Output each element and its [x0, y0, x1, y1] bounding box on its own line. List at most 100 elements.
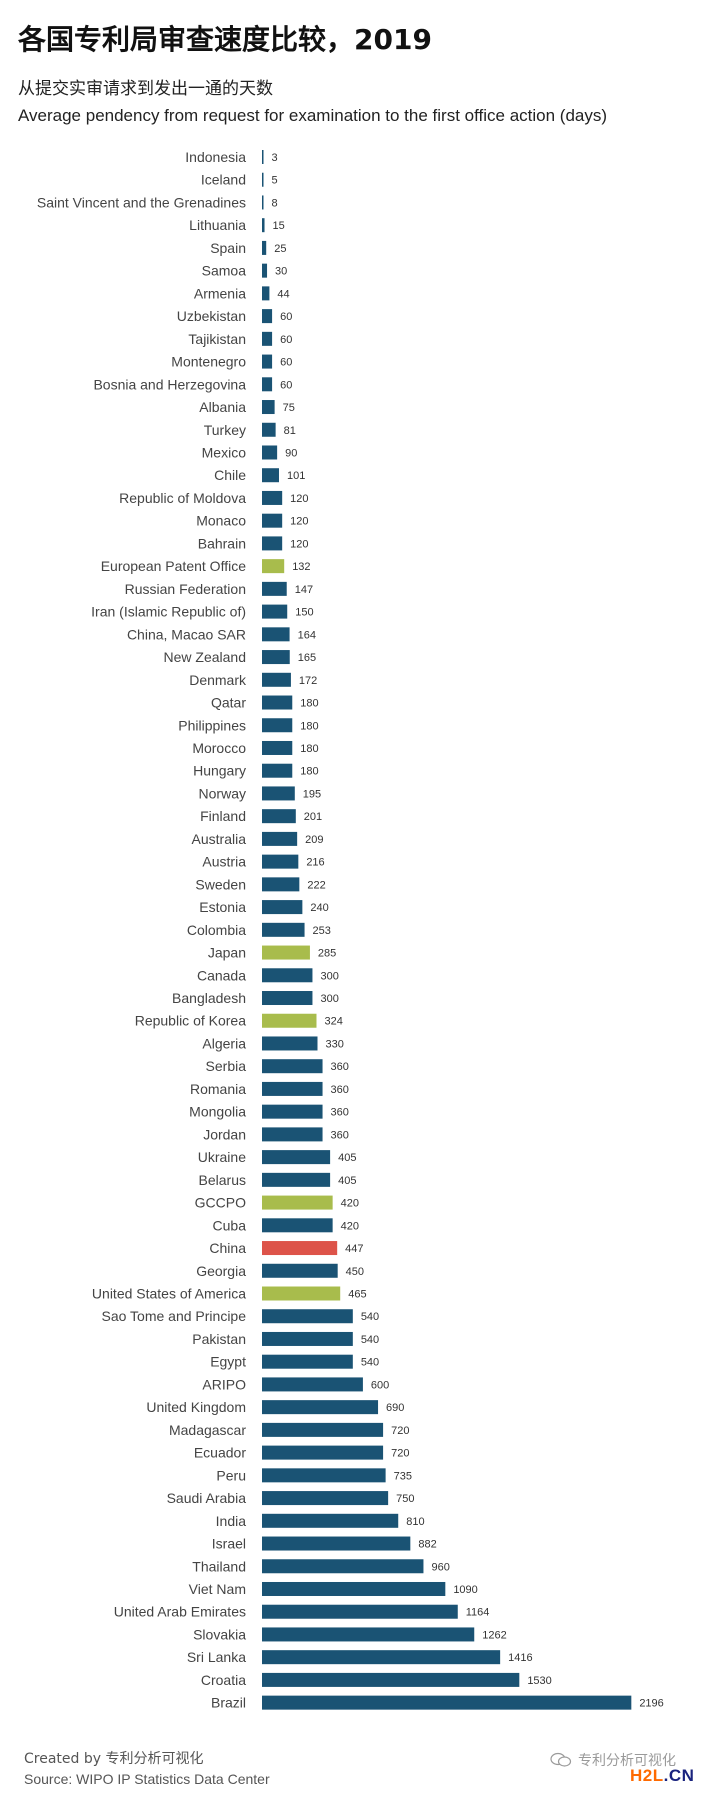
- bar-philippines: [262, 718, 293, 733]
- value-label-chile: 101: [287, 470, 305, 482]
- value-label-saint-vincent-and-the-grenadines: 8: [272, 197, 278, 209]
- category-label-spain: Spain: [210, 240, 246, 256]
- bar-saint-vincent-and-the-grenadines: [262, 195, 264, 210]
- category-label-peru: Peru: [216, 1467, 246, 1483]
- value-label-sri-lanka: 1416: [508, 1652, 532, 1664]
- category-label-new-zealand: New Zealand: [164, 649, 247, 665]
- category-label-united-states-of-america: United States of America: [92, 1286, 246, 1302]
- bar-morocco: [262, 740, 293, 755]
- bar-china-macao-sar: [262, 627, 290, 642]
- value-label-israel: 882: [418, 1539, 436, 1551]
- category-label-sweden: Sweden: [195, 876, 246, 892]
- bar-iran-islamic-republic-of: [262, 604, 288, 619]
- category-label-egypt: Egypt: [210, 1354, 246, 1370]
- bar-cuba: [262, 1218, 333, 1233]
- chart-subtitle-en: Average pendency from request for examin…: [18, 106, 608, 125]
- category-label-bangladesh: Bangladesh: [172, 990, 246, 1006]
- bar-jordan: [262, 1127, 323, 1142]
- value-label-republic-of-moldova: 120: [290, 493, 308, 505]
- category-label-serbia: Serbia: [206, 1058, 247, 1074]
- bar-india: [262, 1513, 399, 1528]
- category-label-thailand: Thailand: [192, 1558, 246, 1574]
- value-label-finland: 201: [304, 811, 322, 823]
- value-label-india: 810: [406, 1516, 424, 1528]
- value-label-turkey: 81: [284, 425, 296, 437]
- value-label-albania: 75: [283, 402, 295, 414]
- brand-suffix: .CN: [663, 1766, 695, 1785]
- value-label-denmark: 172: [299, 675, 317, 687]
- value-label-sweden: 222: [307, 879, 325, 891]
- bar-tajikistan: [262, 331, 273, 346]
- bar-bangladesh: [262, 991, 313, 1006]
- bar-sweden: [262, 877, 300, 892]
- bar-samoa: [262, 263, 268, 278]
- category-label-indonesia: Indonesia: [185, 149, 246, 165]
- category-label-austria: Austria: [202, 854, 246, 870]
- category-label-viet-nam: Viet Nam: [189, 1581, 246, 1597]
- value-label-georgia: 450: [346, 1266, 364, 1278]
- bar-hungary: [262, 763, 293, 778]
- category-label-slovakia: Slovakia: [193, 1626, 246, 1642]
- category-label-colombia: Colombia: [187, 922, 246, 938]
- value-label-slovakia: 1262: [482, 1629, 506, 1641]
- bar-russian-federation: [262, 581, 287, 596]
- category-label-republic-of-korea: Republic of Korea: [135, 1013, 247, 1029]
- value-label-jordan: 360: [331, 1129, 349, 1141]
- value-label-hungary: 180: [300, 766, 318, 778]
- bar-chart: Indonesia 3 Iceland 5 Saint Vincent and the …: [37, 149, 664, 1711]
- bar-israel: [262, 1536, 411, 1551]
- category-label-philippines: Philippines: [178, 717, 246, 733]
- category-label-turkey: Turkey: [204, 422, 246, 438]
- category-label-ukraine: Ukraine: [198, 1149, 246, 1165]
- category-label-hungary: Hungary: [193, 763, 246, 779]
- category-label-canada: Canada: [197, 967, 246, 983]
- value-label-monaco: 120: [290, 516, 308, 528]
- category-label-lithuania: Lithuania: [189, 217, 246, 233]
- bar-gccpo: [262, 1195, 333, 1210]
- category-label-finland: Finland: [200, 808, 246, 824]
- value-label-indonesia: 3: [272, 152, 278, 164]
- category-label-republic-of-moldova: Republic of Moldova: [119, 490, 246, 506]
- value-label-australia: 209: [305, 834, 323, 846]
- bar-chile: [262, 468, 279, 483]
- value-label-armenia: 44: [277, 288, 289, 300]
- bar-madagascar: [262, 1422, 384, 1437]
- value-label-viet-nam: 1090: [453, 1584, 477, 1596]
- bar-indonesia: [262, 150, 264, 164]
- bar-peru: [262, 1468, 386, 1483]
- value-label-lithuania: 15: [273, 220, 285, 232]
- value-label-estonia: 240: [310, 902, 328, 914]
- category-label-ecuador: Ecuador: [194, 1445, 246, 1461]
- category-label-denmark: Denmark: [189, 672, 247, 688]
- value-label-iceland: 5: [272, 175, 278, 187]
- bar-denmark: [262, 672, 291, 687]
- bar-viet-nam: [262, 1581, 446, 1596]
- value-label-china: 447: [345, 1243, 363, 1255]
- category-label-aripo: ARIPO: [202, 1376, 246, 1392]
- value-label-tajikistan: 60: [280, 334, 292, 346]
- category-label-sri-lanka: Sri Lanka: [187, 1649, 246, 1665]
- bar-iceland: [262, 172, 264, 187]
- bar-monaco: [262, 513, 283, 528]
- category-label-china: China: [209, 1240, 246, 1256]
- bar-bahrain: [262, 536, 283, 551]
- value-label-russian-federation: 147: [295, 584, 313, 596]
- category-label-morocco: Morocco: [192, 740, 246, 756]
- category-label-monaco: Monaco: [196, 513, 246, 529]
- bar-new-zealand: [262, 650, 290, 665]
- category-label-india: India: [216, 1513, 247, 1529]
- bar-thailand: [262, 1559, 424, 1574]
- bar-canada: [262, 968, 313, 983]
- bar-pakistan: [262, 1331, 353, 1346]
- category-label-australia: Australia: [192, 831, 247, 847]
- value-label-ecuador: 720: [391, 1448, 409, 1460]
- value-label-republic-of-korea: 324: [324, 1016, 342, 1028]
- bar-turkey: [262, 422, 276, 437]
- category-label-japan: Japan: [208, 945, 246, 961]
- value-label-qatar: 180: [300, 698, 318, 710]
- brand-prefix: H2L: [630, 1766, 664, 1785]
- category-label-russian-federation: Russian Federation: [125, 581, 246, 597]
- value-label-brazil: 2196: [639, 1698, 663, 1710]
- category-label-belarus: Belarus: [199, 1172, 246, 1188]
- bar-ecuador: [262, 1445, 384, 1460]
